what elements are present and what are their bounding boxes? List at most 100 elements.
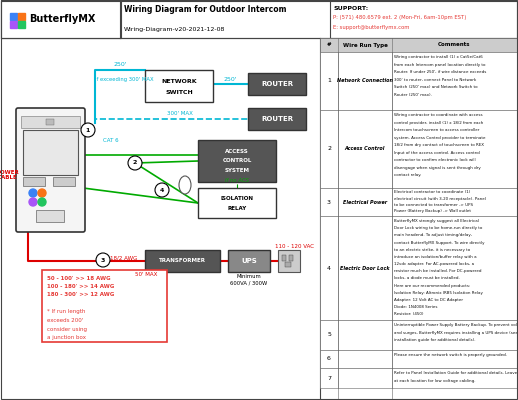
Text: 7: 7 <box>327 376 331 380</box>
Text: Router (250' max).: Router (250' max). <box>394 93 432 97</box>
Text: ButterflyMX strongly suggest all Electrical: ButterflyMX strongly suggest all Electri… <box>394 219 479 223</box>
Text: system. Access Control provider to terminate: system. Access Control provider to termi… <box>394 136 485 140</box>
Bar <box>23 177 45 186</box>
Text: contact relay.: contact relay. <box>394 173 421 177</box>
Bar <box>320 216 517 320</box>
Text: from each Intercom panel location directly to: from each Intercom panel location direct… <box>394 63 485 67</box>
Text: SUPPORT:: SUPPORT: <box>333 6 368 10</box>
Text: consider using: consider using <box>47 326 87 332</box>
Bar <box>198 188 276 218</box>
Text: ROUTER: ROUTER <box>261 81 293 87</box>
Text: SWITCH: SWITCH <box>165 90 193 95</box>
Bar <box>198 140 276 182</box>
Circle shape <box>38 189 46 197</box>
Text: electrical circuit (with 3-20 receptacle). Panel: electrical circuit (with 3-20 receptacle… <box>394 196 486 200</box>
Text: Access Control: Access Control <box>345 146 385 152</box>
Text: 5: 5 <box>327 332 331 338</box>
Bar <box>320 368 517 388</box>
Text: locks, a diode must be installed.: locks, a diode must be installed. <box>394 276 460 280</box>
Text: contractor to confirm electronic lock will: contractor to confirm electronic lock wi… <box>394 158 476 162</box>
Text: 250': 250' <box>113 62 127 67</box>
Text: 110 - 120 VAC: 110 - 120 VAC <box>275 244 314 250</box>
Text: resistor much be installed. For DC-powered: resistor much be installed. For DC-power… <box>394 269 482 273</box>
FancyBboxPatch shape <box>16 108 85 232</box>
Bar <box>248 73 306 95</box>
Text: Electrical contractor to coordinate (1): Electrical contractor to coordinate (1) <box>394 190 470 194</box>
Text: 2: 2 <box>327 146 331 152</box>
Bar <box>320 188 517 216</box>
Text: ACCESS: ACCESS <box>225 149 249 154</box>
Bar <box>320 110 517 188</box>
Text: main headend. To adjust timing/delay,: main headend. To adjust timing/delay, <box>394 233 472 237</box>
Text: TRANSFORMER: TRANSFORMER <box>159 258 206 264</box>
Bar <box>18 21 25 28</box>
Bar <box>36 210 64 222</box>
Text: Isolation Relay: Altronix IRB5 Isolation Relay: Isolation Relay: Altronix IRB5 Isolation… <box>394 291 483 295</box>
Text: ROUTER: ROUTER <box>261 116 293 122</box>
Text: 1: 1 <box>86 128 90 132</box>
Bar <box>46 119 54 125</box>
Text: Minimum: Minimum <box>237 274 262 280</box>
Text: Diode: 1N4008 Series: Diode: 1N4008 Series <box>394 305 438 309</box>
Text: Here are our recommended products:: Here are our recommended products: <box>394 284 470 288</box>
Text: Comments: Comments <box>438 42 471 48</box>
Circle shape <box>96 253 110 267</box>
Circle shape <box>81 123 95 137</box>
Bar <box>278 250 300 272</box>
Circle shape <box>155 183 169 197</box>
Bar <box>1 0 121 38</box>
Text: at each location for low voltage cabling.: at each location for low voltage cabling… <box>394 379 476 383</box>
Text: to an electric strike, it is necessary to: to an electric strike, it is necessary t… <box>394 248 470 252</box>
Text: disengage when signal is sent through dry: disengage when signal is sent through dr… <box>394 166 481 170</box>
Text: Wiring contractor to install (1) x Cat5e/Cat6: Wiring contractor to install (1) x Cat5e… <box>394 55 483 59</box>
Text: Resistor: (450): Resistor: (450) <box>394 312 424 316</box>
Bar <box>1 0 517 38</box>
Text: POWER
CABLE: POWER CABLE <box>0 170 19 180</box>
Text: 300' to router, connect Panel to Network: 300' to router, connect Panel to Network <box>394 78 476 82</box>
Circle shape <box>38 198 46 206</box>
Text: 50 - 100' >> 18 AWG: 50 - 100' >> 18 AWG <box>47 276 111 280</box>
Ellipse shape <box>179 176 191 194</box>
Text: CONTROL: CONTROL <box>222 158 252 164</box>
Circle shape <box>128 156 142 170</box>
Text: a junction box: a junction box <box>47 335 86 340</box>
Text: P: (571) 480.6579 ext. 2 (Mon-Fri, 6am-10pm EST): P: (571) 480.6579 ext. 2 (Mon-Fri, 6am-1… <box>333 16 466 20</box>
Text: ISOLATION: ISOLATION <box>221 196 253 201</box>
Text: Wiring contractor to coordinate with access: Wiring contractor to coordinate with acc… <box>394 113 483 117</box>
Bar <box>228 250 270 272</box>
Bar <box>53 177 75 186</box>
Text: Door Lock wiring to be home-run directly to: Door Lock wiring to be home-run directly… <box>394 226 482 230</box>
Text: RELAY: RELAY <box>227 206 247 212</box>
Text: CAT 6: CAT 6 <box>103 138 119 142</box>
Text: 6: 6 <box>327 356 331 362</box>
Text: Switch (250' max) and Network Switch to: Switch (250' max) and Network Switch to <box>394 85 478 89</box>
Circle shape <box>29 189 37 197</box>
Text: 3: 3 <box>101 258 105 262</box>
Text: introduce an isolation/buffer relay with a: introduce an isolation/buffer relay with… <box>394 255 477 259</box>
Bar <box>289 255 293 261</box>
Text: 600VA / 300W: 600VA / 300W <box>231 280 268 286</box>
Text: E: support@butterflymx.com: E: support@butterflymx.com <box>333 24 410 30</box>
Text: Router. If under 250', if wire distance exceeds: Router. If under 250', if wire distance … <box>394 70 486 74</box>
Text: Intercom touchscreen to access controller: Intercom touchscreen to access controlle… <box>394 128 479 132</box>
Text: 3: 3 <box>327 200 331 204</box>
Text: 50' MAX: 50' MAX <box>135 272 157 278</box>
Text: Refer to Panel Installation Guide for additional details. Leave 6' service loop: Refer to Panel Installation Guide for ad… <box>394 371 518 375</box>
Text: 1: 1 <box>327 78 331 84</box>
Text: Please ensure the network switch is properly grounded.: Please ensure the network switch is prop… <box>394 353 507 357</box>
Text: * If run length: * If run length <box>47 310 85 314</box>
Text: Network Connection: Network Connection <box>337 78 393 84</box>
Text: 4: 4 <box>160 188 164 192</box>
Bar <box>285 262 291 267</box>
Text: 12vdc adapter. For AC-powered locks, a: 12vdc adapter. For AC-powered locks, a <box>394 262 474 266</box>
Text: SYSTEM: SYSTEM <box>224 168 250 173</box>
Text: Wire Run Type: Wire Run Type <box>342 42 387 48</box>
Text: Uninterruptible Power Supply Battery Backup. To prevent voltage drops: Uninterruptible Power Supply Battery Bac… <box>394 323 518 327</box>
Text: exceeds 200': exceeds 200' <box>47 318 83 323</box>
Text: #: # <box>327 42 332 48</box>
Text: Wiring Diagram for Outdoor Intercom: Wiring Diagram for Outdoor Intercom <box>124 6 286 14</box>
Bar <box>23 130 78 175</box>
Text: 250': 250' <box>224 77 237 82</box>
Bar <box>42 270 167 342</box>
Bar <box>18 13 25 20</box>
